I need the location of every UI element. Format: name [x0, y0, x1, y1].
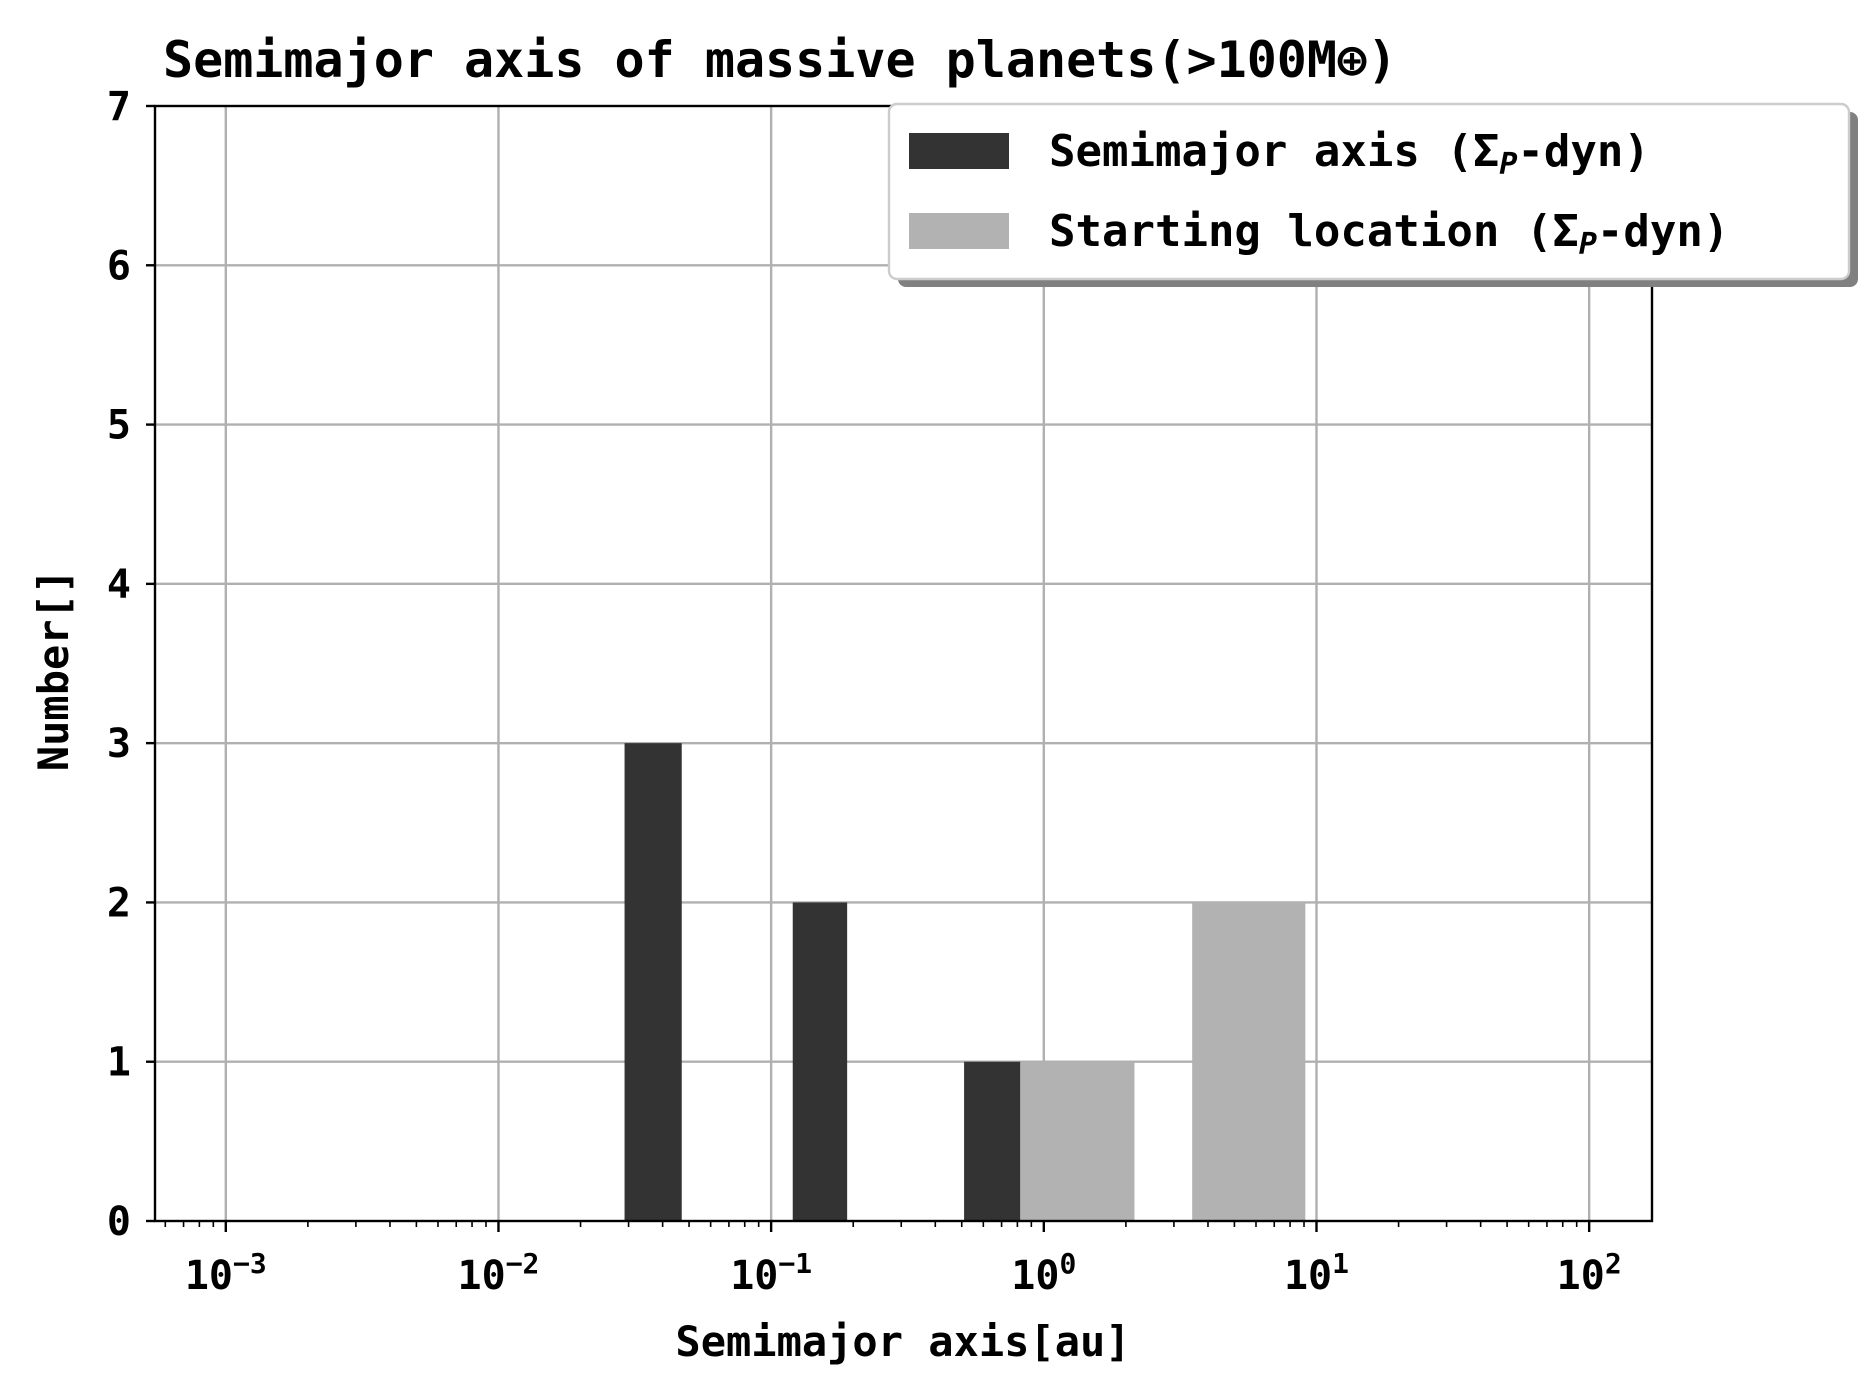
y-tick-label: 1 [107, 1040, 131, 1086]
ticks-layer: 0 1 2 3 4 5 6 7 10−3 10−2 10−1 100 101 102 [107, 84, 1622, 1299]
bars-layer [624, 743, 1306, 1221]
legend-label-semimajor-axis: Semimajor axis (ΣP-dyn) [1049, 126, 1650, 182]
y-tick-label: 0 [107, 1199, 131, 1245]
y-tick-label: 5 [107, 403, 131, 449]
bar-semimajor-axis [624, 743, 682, 1221]
bar-starting-location [1192, 902, 1306, 1221]
y-tick-label: 3 [107, 721, 131, 767]
legend-swatch-starting-location [909, 213, 1009, 249]
y-tick-label: 6 [107, 243, 131, 289]
chart-title: Semimajor axis of massive planets(>100M⊕… [163, 31, 1397, 89]
legend-box [887, 102, 1851, 281]
x-axis-label: Semimajor axis[au] [675, 1317, 1130, 1366]
y-tick-label: 7 [107, 84, 131, 130]
bar-starting-location [1020, 1061, 1135, 1221]
legend-label-starting-location: Starting location (ΣP-dyn) [1049, 206, 1729, 262]
x-tick-label: 101 [1284, 1247, 1349, 1299]
x-tick-label: 102 [1557, 1247, 1622, 1299]
y-axis-label: Number[] [29, 569, 78, 771]
y-tick-label: 2 [107, 880, 131, 926]
x-tick-label: 100 [1011, 1247, 1076, 1299]
y-tick-label: 4 [107, 562, 131, 608]
bar-semimajor-axis [964, 1061, 1021, 1221]
legend: Semimajor axis (ΣP-dyn) Starting locatio… [887, 102, 1858, 287]
bar-semimajor-axis [792, 902, 848, 1221]
x-tick-label: 10−1 [730, 1247, 812, 1299]
x-tick-label: 10−3 [185, 1247, 267, 1299]
legend-swatch-semimajor-axis [909, 133, 1009, 169]
x-tick-label: 10−2 [458, 1247, 540, 1299]
